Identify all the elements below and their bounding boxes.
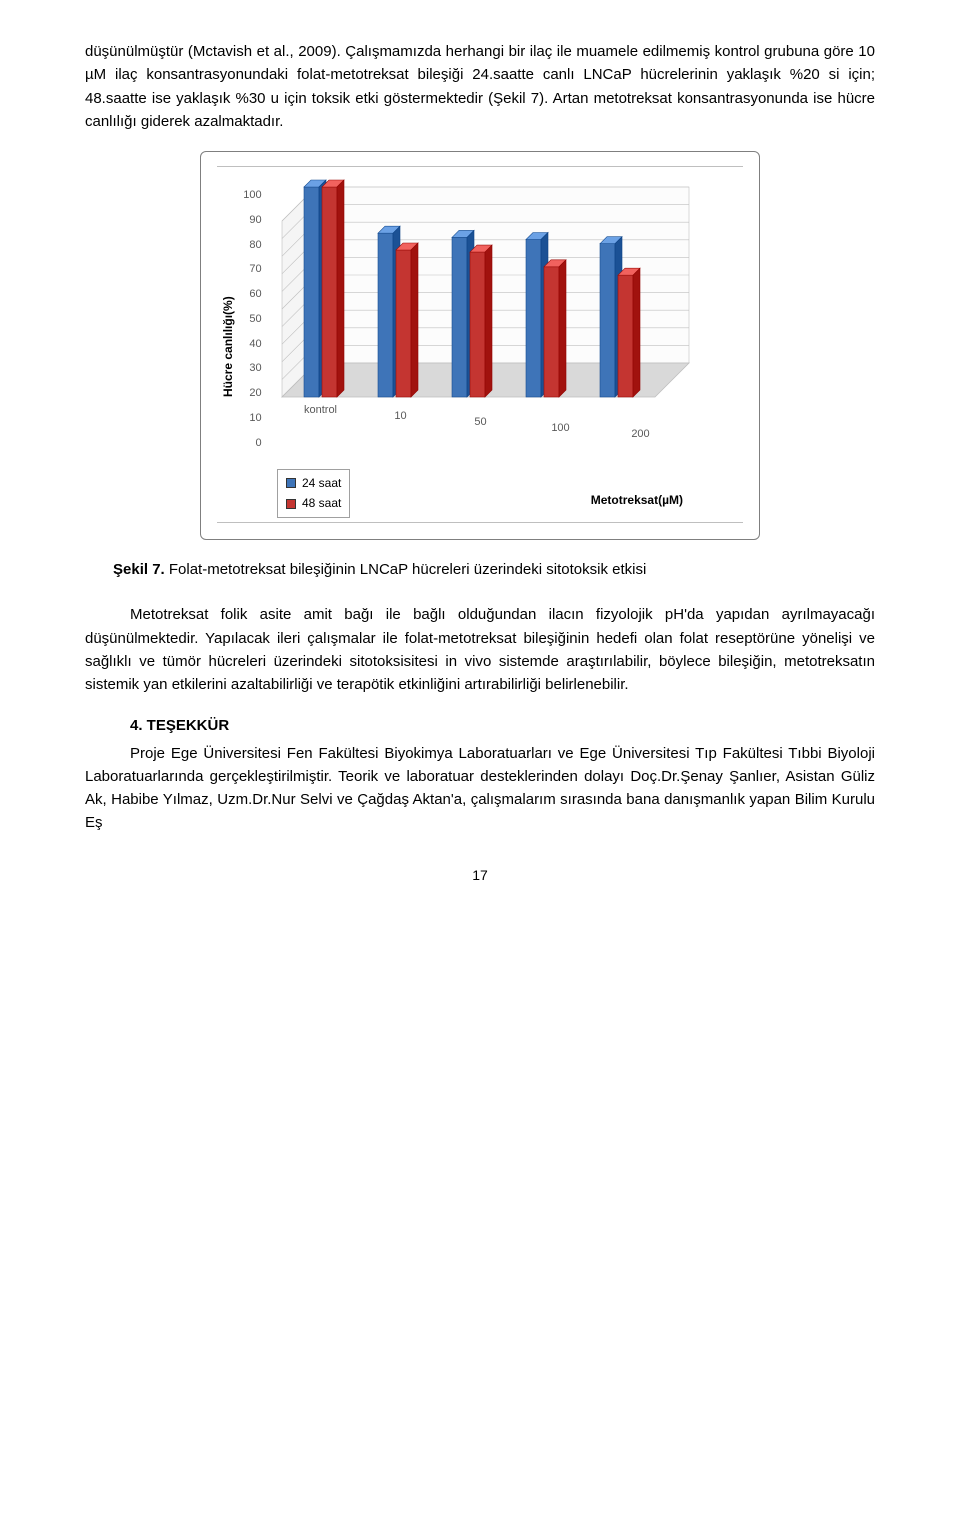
legend-item: 24 saat xyxy=(286,474,341,493)
page-number: 17 xyxy=(85,865,875,887)
section-heading: 4. TEŞEKKÜR xyxy=(130,714,875,737)
chart-y-tick: 40 xyxy=(240,336,262,353)
legend-item: 48 saat xyxy=(286,494,341,513)
chart-y-tick: 10 xyxy=(240,410,262,427)
legend-swatch xyxy=(286,499,296,509)
body-paragraph: düşünülmüştür (Mctavish et al., 2009). Ç… xyxy=(85,40,875,133)
chart-area: Hücre canlılığı(%) 100908070605040302010… xyxy=(217,177,743,517)
chart-y-tick: 20 xyxy=(240,385,262,402)
figure-caption: Şekil 7. Folat-metotreksat bileşiğinin L… xyxy=(113,558,875,581)
legend-swatch xyxy=(286,478,296,488)
chart-y-tick: 80 xyxy=(240,237,262,254)
chart-y-ticks: 1009080706050403020100 xyxy=(240,177,266,517)
figure-caption-number: Şekil 7. xyxy=(113,561,165,578)
chart-y-tick: 100 xyxy=(240,187,262,204)
chart-x-tick: 100 xyxy=(551,422,569,434)
chart-x-tick: 10 xyxy=(394,410,406,422)
body-paragraph: Metotreksat folik asite amit bağı ile ba… xyxy=(85,603,875,696)
figure-caption-text: Folat-metotreksat bileşiğinin LNCaP hücr… xyxy=(165,561,647,578)
chart-y-tick: 70 xyxy=(240,261,262,278)
chart-legend: 24 saat48 saat xyxy=(277,469,350,518)
legend-label: 48 saat xyxy=(302,494,341,513)
chart-frame: Hücre canlılığı(%) 100908070605040302010… xyxy=(200,151,760,540)
chart-x-tick: 200 xyxy=(631,428,649,440)
chart-x-tick: 50 xyxy=(474,416,486,428)
chart-y-tick: 90 xyxy=(240,212,262,229)
chart-y-tick: 60 xyxy=(240,286,262,303)
chart-x-axis-label: Metotreksat(µM) xyxy=(591,491,683,510)
chart-svg: kontrol 10 50 100 200 xyxy=(266,177,696,457)
chart-y-axis-label: Hücre canlılığı(%) xyxy=(217,177,240,517)
chart-plot: kontrol 10 50 100 200 xyxy=(266,177,743,517)
legend-label: 24 saat xyxy=(302,474,341,493)
chart-y-tick: 50 xyxy=(240,311,262,328)
chart-inner: Hücre canlılığı(%) 100908070605040302010… xyxy=(217,166,743,523)
body-paragraph: Proje Ege Üniversitesi Fen Fakültesi Biy… xyxy=(85,742,875,835)
chart-y-tick: 0 xyxy=(240,435,262,452)
chart-x-tick: kontrol xyxy=(304,404,337,416)
chart-y-tick: 30 xyxy=(240,360,262,377)
